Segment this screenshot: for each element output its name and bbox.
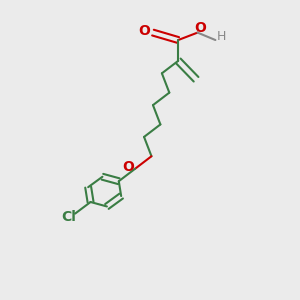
Text: H: H xyxy=(217,30,226,43)
Text: O: O xyxy=(195,21,206,35)
Text: Cl: Cl xyxy=(62,210,76,224)
Text: O: O xyxy=(122,160,134,174)
Text: O: O xyxy=(139,24,151,38)
